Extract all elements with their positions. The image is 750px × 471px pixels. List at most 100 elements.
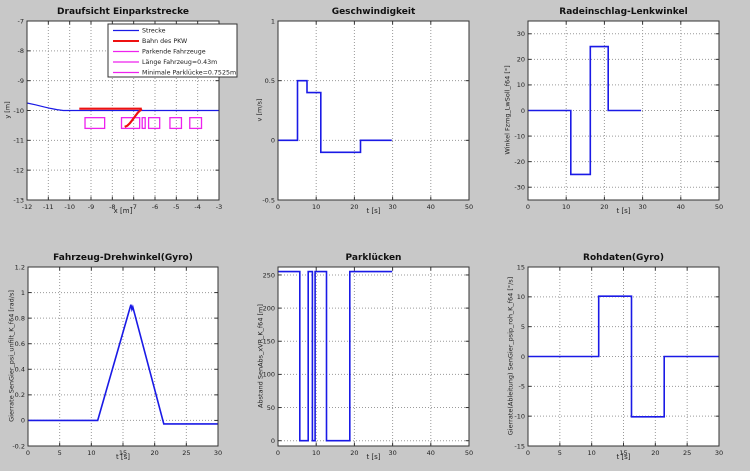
x-tick-label: 30 [638, 203, 646, 211]
y-tick-label: -15 [514, 442, 525, 450]
chart-title-einparkstrecke: Draufsicht Einparkstrecke [57, 7, 189, 17]
x-tick-label: 0 [526, 203, 530, 211]
x-axis-label: x [m] [113, 207, 133, 215]
legend-label: Bahn des PKW [142, 38, 188, 45]
x-tick-label: 20 [350, 449, 358, 457]
y-tick-label: 0 [521, 107, 525, 115]
x-tick-label: 10 [562, 203, 570, 211]
legend-box [107, 23, 238, 78]
x-tick-label: 50 [715, 203, 723, 211]
y-tick-label: 250 [263, 271, 275, 279]
x-tick-label: -12 [22, 203, 33, 211]
y-tick-label: 0.6 [15, 340, 25, 348]
x-tick-label: -8 [109, 203, 115, 211]
y-tick-label: 0 [521, 353, 525, 361]
x-tick-label: 50 [465, 203, 473, 211]
legend-label: Länge Fahrzeug=0.43m [142, 59, 217, 66]
y-tick-label: -0.5 [262, 196, 275, 204]
plot-area [28, 267, 218, 446]
series-v [278, 79, 392, 154]
x-tick-label: 15 [119, 449, 127, 457]
subplot-lenkwinkel: 0 10 20 30 40 50 -30 -20 -10 0 10 20 30 [514, 20, 723, 211]
y-tick-label: 15 [517, 263, 525, 271]
x-tick-label: 10 [588, 449, 596, 457]
x-tick-label: -7 [130, 203, 136, 211]
series-lenkwinkel [528, 45, 642, 176]
y-tick-label: -20 [514, 158, 525, 166]
x-tick-label: 30 [388, 449, 396, 457]
x-axis-label: t [s] [115, 453, 131, 461]
series-gierrate-roh [528, 295, 719, 418]
series-gierrate [28, 304, 218, 425]
x-tick-label: -6 [152, 203, 158, 211]
y-tick-label: -30 [514, 184, 525, 192]
x-tick-label: 0 [276, 449, 280, 457]
y-tick-label: -10 [514, 132, 525, 140]
subplot-einparkstrecke: -12 -11 -10 -9 -8 -7 -6 -5 -4 -3-13-12-11-10-9-8-… [13, 17, 238, 211]
x-tick-label: 20 [651, 449, 659, 457]
y-tick-label: 0.8 [15, 314, 25, 322]
x-tick-label: -5 [173, 203, 179, 211]
axes-box [277, 266, 470, 447]
subplot-geschwindigkeit: 0 10 20 30 40 50-0.500.51 [262, 17, 473, 211]
y-tick-label: 0 [271, 437, 275, 445]
x-tick-label: 30 [715, 449, 723, 457]
axes-box [26, 20, 220, 201]
y-tick-label: 150 [263, 338, 275, 346]
x-axis-label: t [s] [366, 453, 381, 461]
y-tick-label: 0.4 [15, 366, 25, 374]
x-tick-label: 20 [350, 203, 358, 211]
x-tick-label: 30 [214, 449, 222, 457]
y-tick-label: -0.2 [12, 442, 25, 450]
x-tick-label: 10 [312, 203, 320, 211]
chart-title-drehwinkel-gyro: Fahrzeug-Drehwinkel(Gyro) [53, 253, 193, 263]
y-axis-label: Winkel Fzmg_LwSoll_f64 [°] [503, 65, 512, 155]
y-axis-label: Abstand SenAbs_xVR_K_f64 [m] [256, 304, 265, 408]
x-tick-label: 10 [312, 449, 320, 457]
y-tick-label: 1 [271, 17, 275, 25]
y-tick-label: 100 [263, 371, 275, 379]
y-tick-label: 0 [271, 137, 275, 145]
axes-box [527, 266, 720, 447]
y-tick-label: -5 [519, 383, 525, 391]
series-strecke [26, 102, 219, 112]
legend-label: Strecke [142, 28, 166, 35]
axes-box [27, 266, 219, 447]
x-tick-label: 50 [465, 449, 473, 457]
parked-vehicle-rect [84, 117, 106, 130]
chart-title-lenkwinkel: Radeinschlag-Lenkwinkel [559, 7, 688, 17]
x-tick-label: 0 [276, 203, 280, 211]
x-tick-label: -3 [216, 203, 222, 211]
y-tick-label: 200 [263, 304, 275, 312]
parked-vehicle-rect [141, 117, 146, 130]
x-tick-label: 20 [600, 203, 608, 211]
parked-vehicle-rect [169, 117, 183, 130]
legend-label: Parkende Fahrzeuge [142, 49, 206, 56]
y-tick-label: 50 [267, 404, 275, 412]
x-axis-label: t [s] [366, 207, 381, 215]
x-tick-label: -11 [43, 203, 54, 211]
axes-box [277, 20, 470, 201]
x-tick-label: 5 [558, 449, 562, 457]
y-tick-label: -11 [13, 137, 24, 145]
y-tick-label: 30 [517, 30, 525, 38]
x-tick-label: 40 [427, 449, 435, 457]
x-tick-label: 20 [151, 449, 159, 457]
x-axis-label: t [s] [616, 453, 631, 461]
x-tick-label: 25 [683, 449, 691, 457]
parked-vehicle-rect [189, 117, 203, 130]
plot-area [278, 21, 469, 200]
parked-vehicle-rect [120, 117, 141, 130]
x-axis-label: t [s] [616, 207, 631, 215]
y-tick-label: 10 [517, 81, 525, 89]
x-tick-label: 5 [58, 449, 62, 457]
chart-title-parkluecken: Parklücken [345, 253, 402, 263]
x-tick-label: -4 [194, 203, 200, 211]
x-tick-label: -9 [88, 203, 94, 211]
y-tick-label: -8 [18, 47, 24, 55]
y-tick-label: 0.5 [265, 77, 275, 85]
x-tick-label: 15 [619, 449, 627, 457]
y-tick-label: -7 [18, 17, 24, 25]
series-abstand [278, 270, 393, 442]
